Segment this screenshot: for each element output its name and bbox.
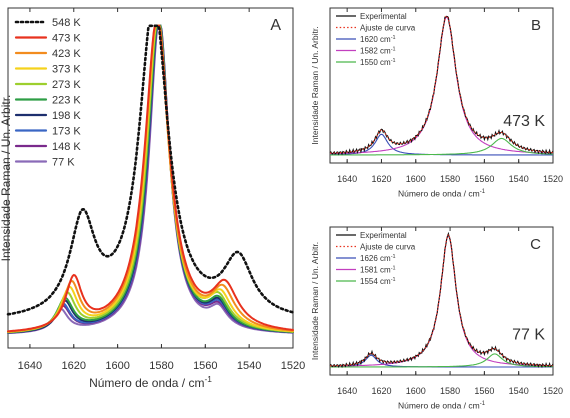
plot-frame: [329, 7, 554, 164]
legend-entry: 1626 cm-1: [360, 254, 396, 263]
legend-entry: Ajuste de curva: [360, 243, 416, 252]
x-axis-label: Número de onda / cm-1: [398, 189, 486, 199]
legend-entry: 77 K: [52, 157, 75, 169]
x-axis-label-sup: -1: [480, 401, 486, 407]
legend-entry: 273 K: [52, 79, 81, 91]
panel-label: A: [270, 17, 281, 34]
legend-entry-sup: -1: [391, 47, 396, 53]
x-axis-label: Número de onda / cm-1: [89, 374, 212, 390]
legend-entry: 473 K: [52, 33, 81, 45]
panel-label: C: [530, 236, 541, 253]
legend-entry: 1581 cm-1: [360, 266, 396, 275]
x-tick-label: 1640: [18, 360, 42, 372]
x-tick-label: 1560: [474, 386, 494, 396]
experimental-curve: [329, 231, 554, 369]
x-tick-label: 1540: [509, 174, 529, 184]
legend-entry: 1554 cm-1: [360, 277, 396, 286]
legend-entry: 1550 cm-1: [360, 58, 396, 67]
legend-entry: Experimental: [360, 12, 407, 21]
legend-entry-sup: -1: [391, 266, 396, 272]
component-curve: [330, 137, 553, 156]
panel-b-chart: 1640 1620 1600 1580 1560 1540 1520 Número de on…: [310, 7, 563, 199]
y-axis-label: Intensidade Raman / Un. Arbitr.: [310, 26, 320, 144]
x-tick-label: 1640: [337, 174, 357, 184]
plot-frame: [329, 226, 554, 376]
legend-entry-text: 1550 cm: [360, 58, 391, 67]
legend-entry: 373 K: [52, 64, 81, 76]
legend-entry-text: Ajuste de curva: [360, 243, 416, 252]
legend-entry: Ajuste de curva: [360, 24, 416, 33]
x-tick-label: 1560: [193, 360, 217, 372]
x-tick-label: 1520: [543, 386, 563, 396]
x-tick-label: 1580: [440, 174, 460, 184]
series-group: [329, 231, 554, 369]
series-group: [6, 24, 295, 334]
legend-entry-sup: -1: [391, 58, 396, 64]
x-axis-label-sup: -1: [480, 189, 486, 195]
legend-entry-text: 1581 cm: [360, 266, 391, 275]
x-axis-label-text: Número de onda / cm: [398, 189, 480, 199]
x-axis-label-sup: -1: [204, 374, 212, 384]
panel-a-chart: 1640 1620 1600 1580 1560 1540 1520 Número de on…: [0, 7, 305, 390]
x-tick-label: 1580: [440, 386, 460, 396]
legend-entry-text: Ajuste de curva: [360, 24, 416, 33]
x-tick-label: 1520: [543, 174, 563, 184]
temperature-annotation: 473 K: [503, 113, 545, 130]
series-group: [329, 15, 554, 156]
x-tick-label: 1600: [105, 360, 129, 372]
legend-entry-text: Experimental: [360, 12, 407, 21]
x-tick-label: 1600: [406, 174, 426, 184]
legend-entry-text: 1554 cm: [360, 277, 391, 286]
legend-entry: 223 K: [52, 95, 81, 107]
legend-entry: 1620 cm-1: [360, 35, 396, 44]
legend-entry: 423 K: [52, 48, 81, 60]
legend-entry: 548 K: [52, 17, 81, 29]
legend-entry-sup: -1: [391, 277, 396, 283]
x-axis-label: Número de onda / cm-1: [398, 401, 486, 411]
legend-entry-sup: -1: [391, 35, 396, 41]
legend-entry: 148 K: [52, 141, 81, 153]
x-axis-label-text: Número de onda / cm: [89, 376, 204, 390]
plot-frame: [7, 7, 294, 349]
panel-c-chart: 1640 1620 1600 1580 1560 1540 1520 Número de on…: [310, 226, 563, 411]
x-tick-label: 1580: [149, 360, 173, 372]
x-tick-label: 1620: [371, 386, 391, 396]
x-tick-label: 1540: [509, 386, 529, 396]
legend-entry-text: Experimental: [360, 231, 407, 240]
fit-curve: [330, 234, 553, 367]
panel-label: B: [531, 17, 541, 34]
legend-entry-text: 1620 cm: [360, 35, 391, 44]
x-tick-label: 1600: [406, 386, 426, 396]
y-axis-label: Intensidade Raman / Un. Arbitr.: [0, 95, 13, 262]
legend-entry: Experimental: [360, 231, 407, 240]
temperature-annotation: 77 K: [512, 326, 545, 343]
legend-entry-text: 1582 cm: [360, 47, 391, 56]
series-line-548k: [6, 24, 295, 316]
series-line-473k: [7, 24, 294, 333]
x-axis-label-text: Número de onda / cm: [398, 401, 480, 411]
legend-entry-sup: -1: [391, 254, 396, 260]
x-tick-label: 1520: [281, 360, 305, 372]
legend-entry-text: 1626 cm: [360, 254, 391, 263]
x-tick-label: 1540: [237, 360, 261, 372]
x-tick-label: 1620: [62, 360, 86, 372]
y-axis-label: Intensidade Raman / Un. Arbitr.: [310, 242, 320, 360]
fit-curve: [330, 15, 554, 154]
component-curve: [330, 353, 553, 368]
x-tick-label: 1560: [474, 174, 494, 184]
legend-entry: 198 K: [52, 110, 81, 122]
legend: 548 K 473 K 423 K 373 K 273 K 223 K 198 K 173 K…: [14, 17, 81, 169]
legend-entry: 173 K: [52, 126, 81, 138]
legend-entry: 1582 cm-1: [360, 47, 396, 56]
x-tick-label: 1620: [371, 174, 391, 184]
x-tick-label: 1640: [337, 386, 357, 396]
